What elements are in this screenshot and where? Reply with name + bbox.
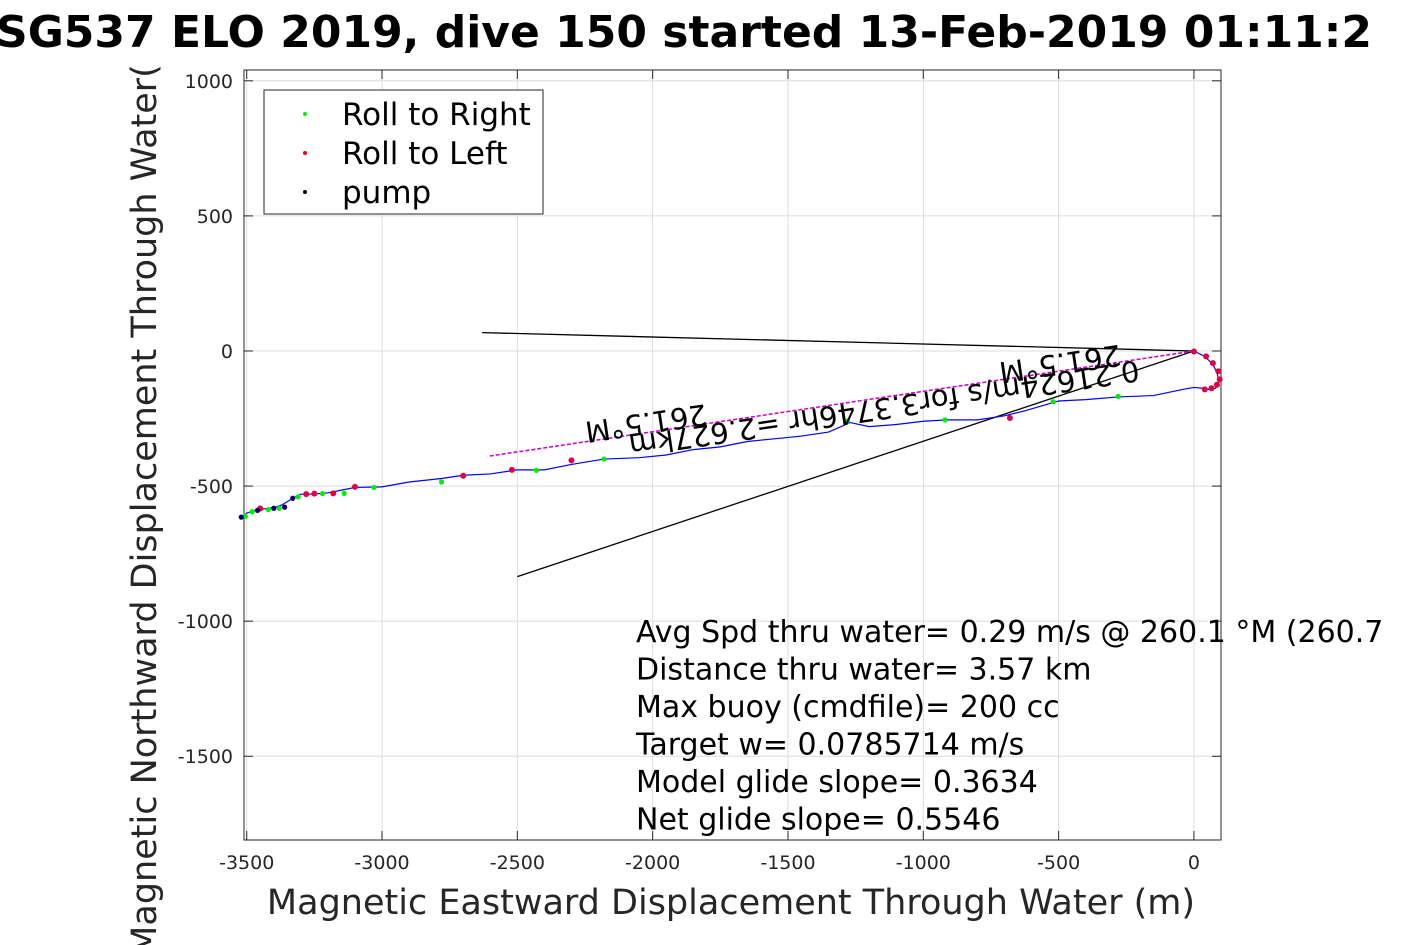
roll-left-marker	[460, 472, 467, 479]
x-tick-label: -3000	[354, 852, 409, 874]
roll-left-marker	[508, 466, 515, 473]
roll-left-marker	[303, 491, 310, 498]
pump-marker	[238, 514, 244, 520]
roll-right-marker	[341, 490, 347, 496]
plot-frame	[243, 69, 1222, 841]
roll-right-marker	[1115, 393, 1121, 399]
roll-right-marker	[265, 506, 271, 513]
legend-marker	[303, 190, 307, 194]
roll-left-marker	[1216, 376, 1223, 383]
roll-right-marker	[276, 505, 282, 511]
roll-left-marker	[351, 483, 358, 490]
wedge-line	[517, 350, 1195, 578]
series-layer	[238, 331, 1223, 578]
heading-line	[482, 331, 1194, 352]
roll-left-marker	[568, 457, 575, 464]
pump-marker	[281, 504, 288, 510]
roll-left-marker	[1209, 360, 1216, 367]
info-line: Net glide slope= 0.5546	[636, 803, 1000, 838]
legend-marker	[303, 151, 307, 155]
roll-left-marker	[1201, 386, 1208, 393]
roll-right-marker	[295, 494, 301, 500]
info-line: Distance thru water= 3.57 km	[636, 653, 1091, 688]
roll-right-marker	[242, 513, 248, 519]
average-vector	[487, 350, 1195, 458]
y-tick-label: 1000	[185, 71, 233, 93]
roll-left-marker	[1215, 368, 1222, 375]
pump-marker	[271, 505, 277, 511]
roll-left-marker	[1203, 353, 1210, 360]
y-tick-label: 0	[221, 341, 233, 363]
x-tick-label: 0	[1188, 852, 1200, 874]
roll-right-marker	[844, 418, 851, 424]
x-tick-label: -500	[1037, 852, 1080, 874]
y-tick-label: 500	[197, 206, 233, 228]
chart-title: SG537 ELO 2019, dive 150 started 13-Feb-…	[0, 7, 1372, 58]
legend-label: pump	[342, 175, 431, 211]
legend-label: Roll to Left	[342, 136, 508, 172]
roll-right-marker	[438, 479, 445, 485]
roll-left-marker	[1213, 381, 1220, 388]
x-tick-label: -1500	[760, 852, 815, 874]
axis-ticks: -3500 -3000 -2500 -2000 -1500 -1000 -500 0 1000 5…	[178, 69, 1222, 874]
track-line	[243, 350, 1220, 518]
legend-marker	[303, 112, 307, 116]
roll-left-marker	[1190, 348, 1197, 355]
x-axis-label: Magnetic Eastward Displacement Through W…	[267, 883, 1195, 923]
y-tick-label: -1000	[178, 611, 233, 633]
info-line: Target w= 0.0785714 m/s	[635, 728, 1024, 763]
legend-box	[263, 89, 544, 215]
roll-left-marker	[1006, 414, 1013, 421]
info-line: Model glide slope= 0.3634	[636, 765, 1038, 800]
y-tick-label: -1500	[178, 746, 233, 768]
info-line: Max buoy (cmdfile)= 200 cc	[636, 690, 1060, 725]
roll-right-marker	[249, 509, 255, 515]
x-tick-label: -2500	[490, 852, 545, 874]
roll-left-marker	[311, 490, 318, 497]
pump-marker	[254, 507, 261, 513]
roll-right-marker	[319, 491, 326, 497]
roll-right-marker	[942, 417, 948, 423]
pump-marker	[290, 495, 296, 501]
y-axis-label: Magnetic Northward Displacement Through …	[125, 64, 165, 945]
x-tick-label: -2000	[625, 852, 680, 874]
roll-left-marker	[1208, 385, 1215, 392]
info-line: Avg Spd thru water= 0.29 m/s @ 260.1 °M …	[636, 615, 1383, 650]
roll-right-marker	[371, 484, 377, 491]
roll-left-marker	[330, 490, 337, 497]
roll-right-marker	[601, 456, 607, 462]
legend-label: Roll to Right	[342, 97, 531, 133]
roll-right-marker	[533, 467, 539, 473]
x-tick-label: -3500	[219, 852, 274, 874]
x-tick-label: -1000	[896, 852, 951, 874]
roll-right-marker	[1050, 399, 1056, 405]
y-tick-label: -500	[190, 476, 233, 498]
